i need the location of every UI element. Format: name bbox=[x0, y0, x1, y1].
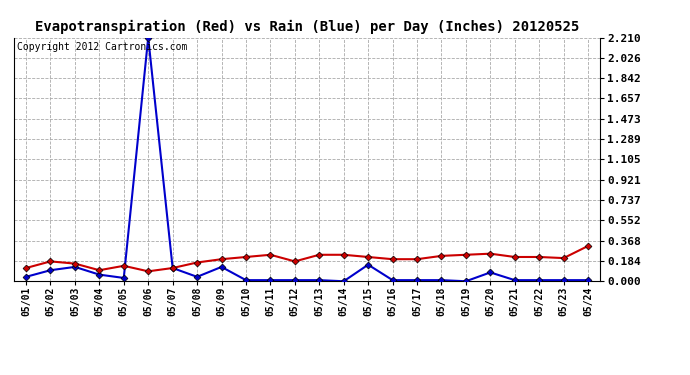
Title: Evapotranspiration (Red) vs Rain (Blue) per Day (Inches) 20120525: Evapotranspiration (Red) vs Rain (Blue) … bbox=[35, 20, 579, 33]
Text: Copyright 2012 Cartronics.com: Copyright 2012 Cartronics.com bbox=[17, 42, 187, 52]
